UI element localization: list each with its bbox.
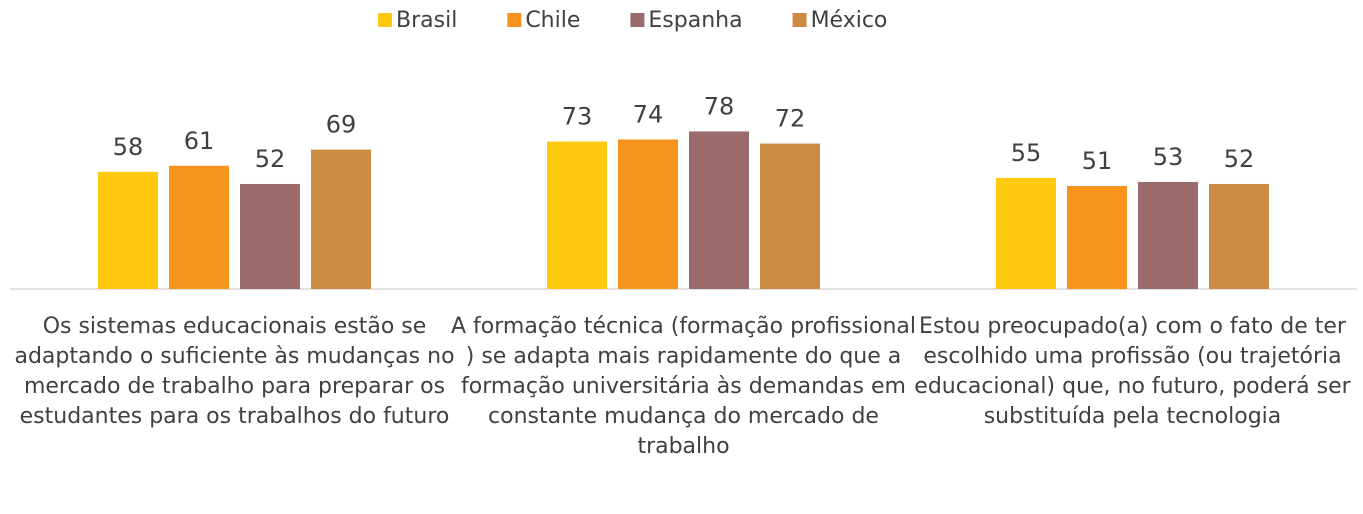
data-label: 78 xyxy=(704,92,735,120)
data-label: 55 xyxy=(1011,139,1042,167)
category-label: Os sistemas educacionais estão se adapta… xyxy=(14,314,455,429)
bar xyxy=(996,177,1056,289)
data-label: 58 xyxy=(113,133,144,161)
legend-swatch xyxy=(507,13,522,27)
legend-swatch xyxy=(630,13,645,27)
legend-label: México xyxy=(811,8,888,33)
bar xyxy=(169,165,229,289)
category-label: A formação técnica (formação profissiona… xyxy=(451,314,916,459)
category-label: Estou preocupado(a) com o fato de ter es… xyxy=(914,314,1351,429)
legend-swatch xyxy=(378,13,392,27)
data-label: 51 xyxy=(1082,147,1113,175)
bar xyxy=(547,141,607,289)
bar xyxy=(240,183,300,289)
bar xyxy=(311,149,371,289)
data-label: 69 xyxy=(326,111,357,139)
bar xyxy=(1067,185,1127,289)
legend-label: Espanha xyxy=(648,8,742,33)
bar xyxy=(1138,181,1198,289)
data-label: 53 xyxy=(1153,143,1184,171)
bar xyxy=(760,143,820,289)
data-label: 72 xyxy=(775,105,806,133)
data-label: 73 xyxy=(562,103,593,131)
bar xyxy=(98,171,158,289)
data-label: 74 xyxy=(633,101,664,129)
bar xyxy=(618,139,678,289)
legend-swatch xyxy=(792,13,807,27)
legend-label: Brasil xyxy=(396,8,457,33)
legend-label: Chile xyxy=(525,8,580,33)
data-label: 61 xyxy=(184,127,215,155)
data-label: 52 xyxy=(1224,145,1255,173)
data-label: 52 xyxy=(255,145,286,173)
bar xyxy=(689,131,749,289)
bar xyxy=(1209,183,1269,289)
